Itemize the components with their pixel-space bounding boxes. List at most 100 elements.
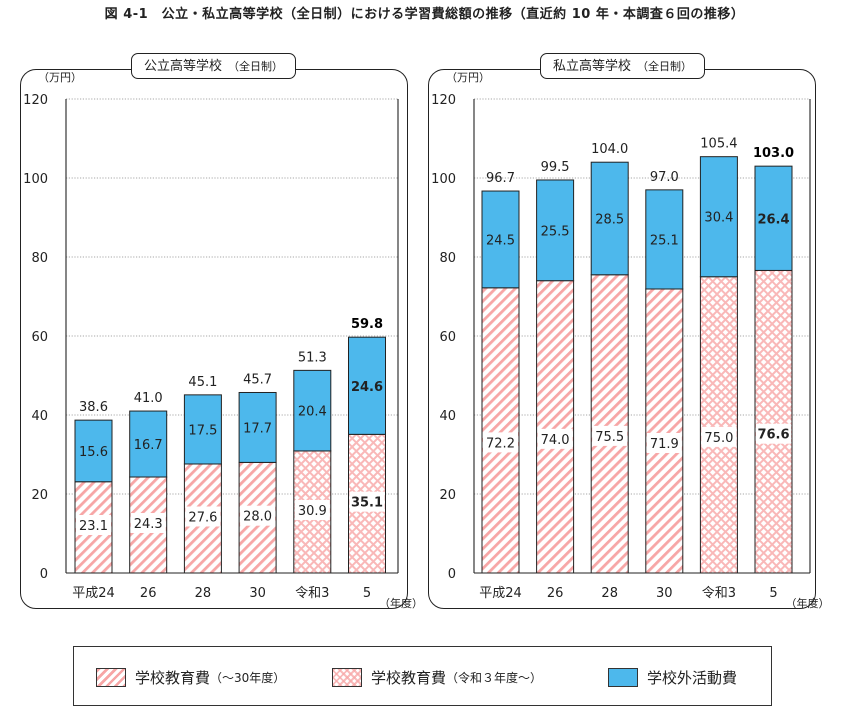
private-panel-title-sub: （全日制） (637, 60, 693, 73)
y-tick-label: 0 (40, 567, 48, 582)
legend-label: 学校教育費 (371, 668, 447, 687)
data-label-outside: 26.4 (757, 212, 789, 227)
data-label-school: 30.9 (298, 504, 327, 519)
x-tick-label: 26 (140, 586, 157, 601)
legend-item-outside-activity: 学校外活動費 (608, 666, 737, 688)
bar-school-expense (481, 287, 520, 574)
legend-label-sub: （～30年度） (210, 670, 286, 685)
bar-outside-activity (129, 410, 168, 478)
data-label-outside: 24.5 (486, 233, 515, 248)
bar-outside-activity (536, 179, 575, 282)
label-bg (701, 426, 737, 447)
data-label-outside: 30.4 (704, 211, 733, 226)
label-bg (185, 506, 221, 527)
x-tick-label: 5 (769, 586, 777, 601)
data-label-school: 76.6 (757, 428, 789, 443)
y-unit-label: （万円） (446, 71, 490, 84)
label-bg (537, 428, 573, 449)
legend-swatch-diagonal (96, 667, 126, 687)
x-unit-label: （年度） (786, 596, 830, 610)
y-unit-label: （万円） (38, 71, 82, 84)
data-label-total: 105.4 (700, 137, 737, 152)
bar-outside-activity (590, 161, 629, 276)
y-tick-label: 0 (448, 567, 456, 582)
x-tick-label: 5 (363, 586, 371, 601)
bar-school-expense (536, 280, 575, 574)
data-label-outside: 15.6 (79, 445, 108, 460)
legend-swatch-blue (608, 667, 638, 687)
x-tick-label: 令和3 (295, 586, 329, 601)
bar-outside-activity (754, 165, 793, 271)
legend-swatch-check (332, 667, 362, 687)
y-tick-label: 80 (439, 251, 456, 266)
bar-outside-activity (645, 189, 684, 290)
private-chart: 0 20 40 60 80 100 120 （万円） 72.2 24.5 96.7 平成24 74.0 2… (431, 71, 829, 610)
x-tick-label: 28 (195, 586, 212, 601)
y-tick-label: 20 (439, 488, 456, 503)
bar-school-expense (590, 274, 629, 574)
y-tick-label: 40 (439, 409, 456, 424)
legend: 学校教育費 （～30年度） 学校教育費 （令和３年度～） 学校外活動費 (73, 646, 772, 706)
data-label-school: 75.5 (595, 430, 624, 445)
bar-outside-activity (74, 419, 113, 483)
y-tick-label: 100 (431, 172, 456, 187)
x-tick-label: 平成24 (72, 586, 115, 601)
public-panel-title-sub: （全日制） (228, 60, 284, 73)
data-label-outside: 17.7 (243, 421, 272, 436)
y-tick-label: 120 (431, 93, 456, 108)
x-tick-label: 30 (249, 586, 266, 601)
bar-outside-activity (348, 336, 386, 435)
data-label-school: 28.0 (243, 510, 272, 525)
data-label-total: 45.7 (243, 372, 272, 387)
y-tick-label: 20 (31, 488, 48, 503)
legend-item-school-from-r3: 学校教育費 （令和３年度～） (332, 666, 542, 688)
data-label-outside: 20.4 (298, 405, 327, 420)
x-tick-label: 令和3 (702, 586, 736, 601)
bar-school-expense (699, 276, 738, 574)
y-tick-label: 60 (31, 330, 48, 345)
y-tick-label: 40 (31, 409, 48, 424)
label-bg (294, 499, 330, 520)
bar-school-expense (645, 288, 684, 574)
label-bg (646, 432, 682, 453)
legend-label-sub: （令和３年度～） (446, 670, 543, 685)
y-tick-label: 60 (439, 330, 456, 345)
data-label-school: 27.6 (188, 510, 217, 525)
label-bg (349, 491, 385, 512)
y-tick-label: 100 (23, 172, 48, 187)
data-label-outside: 24.6 (351, 380, 383, 395)
data-label-total: 96.7 (486, 171, 515, 186)
data-label-total: 38.6 (79, 400, 108, 415)
label-bg (130, 513, 166, 534)
x-tick-label: 26 (547, 586, 564, 601)
data-label-school: 74.0 (541, 433, 570, 448)
data-label-total: 59.8 (351, 317, 383, 332)
private-panel-title-main: 私立高等学校 (553, 59, 632, 74)
public-panel-title-main: 公立高等学校 (144, 59, 223, 74)
bar-school-expense (754, 269, 793, 574)
x-tick-label: 28 (601, 586, 618, 601)
bar-outside-activity (183, 394, 222, 465)
x-tick-label: 30 (656, 586, 673, 601)
bar-outside-activity (699, 156, 738, 278)
public-panel-title: 公立高等学校 （全日制） (131, 53, 297, 79)
data-label-outside: 25.5 (541, 224, 570, 239)
data-label-school: 75.0 (704, 431, 733, 446)
data-label-outside: 17.5 (188, 423, 217, 438)
y-tick-label: 80 (31, 251, 48, 266)
label-bg (240, 505, 276, 526)
bar-outside-activity (481, 190, 520, 289)
data-label-outside: 16.7 (134, 438, 163, 453)
label-bg (592, 425, 628, 446)
data-label-outside: 25.1 (650, 233, 679, 248)
data-label-outside: 28.5 (595, 212, 624, 227)
bar-outside-activity (293, 369, 332, 452)
data-label-school: 23.1 (79, 519, 108, 534)
x-tick-label: 平成24 (479, 586, 522, 601)
legend-item-school-until-h30: 学校教育費 （～30年度） (96, 666, 285, 688)
data-label-school: 24.3 (134, 517, 163, 532)
data-label-school: 71.9 (650, 437, 679, 452)
data-label-total: 104.0 (591, 142, 628, 157)
label-bg (483, 432, 518, 453)
label-bg (76, 515, 111, 535)
